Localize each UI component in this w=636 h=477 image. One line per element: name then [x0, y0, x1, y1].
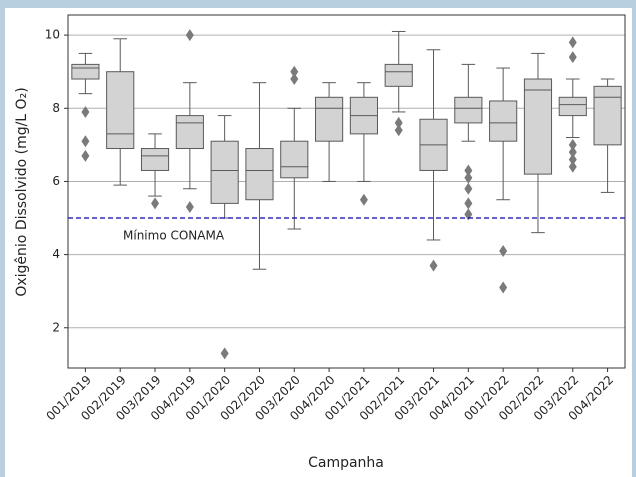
outlier [568, 153, 577, 166]
outlier [464, 171, 473, 184]
outlier [394, 116, 403, 129]
outlier [568, 160, 577, 173]
outlier [499, 281, 508, 294]
outlier [499, 244, 508, 257]
outlier [220, 347, 229, 360]
y-tick-label: 10 [45, 28, 60, 42]
plot-frame [67, 14, 626, 369]
outlier [464, 164, 473, 177]
box [593, 85, 622, 146]
y-tick-label: 8 [52, 101, 60, 115]
outlier [151, 197, 160, 210]
outlier [394, 124, 403, 137]
outlier [81, 149, 90, 162]
outlier [568, 36, 577, 49]
outlier [359, 193, 368, 206]
box [175, 115, 204, 150]
box [71, 63, 100, 80]
outlier [81, 135, 90, 148]
outlier [568, 146, 577, 159]
x-axis-label: Campanha [308, 455, 384, 471]
box [523, 78, 553, 175]
outlier [429, 259, 438, 272]
outlier [185, 29, 194, 42]
outlier [568, 138, 577, 151]
outlier [568, 51, 577, 64]
box [489, 100, 518, 142]
outlier [464, 197, 473, 210]
outlier [464, 208, 473, 221]
box [384, 63, 413, 87]
y-tick-label: 2 [52, 320, 60, 334]
outlier [290, 73, 299, 86]
outlier [185, 201, 194, 214]
box [245, 148, 274, 201]
y-axis-label: Oxigênio Dissolvido (mg/L O₂) [14, 87, 30, 296]
outlier [464, 182, 473, 195]
y-tick-label: 4 [52, 247, 60, 261]
box [280, 140, 309, 179]
box [454, 96, 483, 124]
box [558, 96, 587, 117]
box [140, 148, 170, 171]
outlier [81, 105, 90, 118]
box [315, 96, 344, 142]
y-tick-label: 6 [52, 174, 60, 188]
box [106, 71, 135, 150]
box [210, 140, 239, 204]
outlier [290, 65, 299, 78]
reference-label: Mínimo CONAMA [123, 229, 225, 243]
